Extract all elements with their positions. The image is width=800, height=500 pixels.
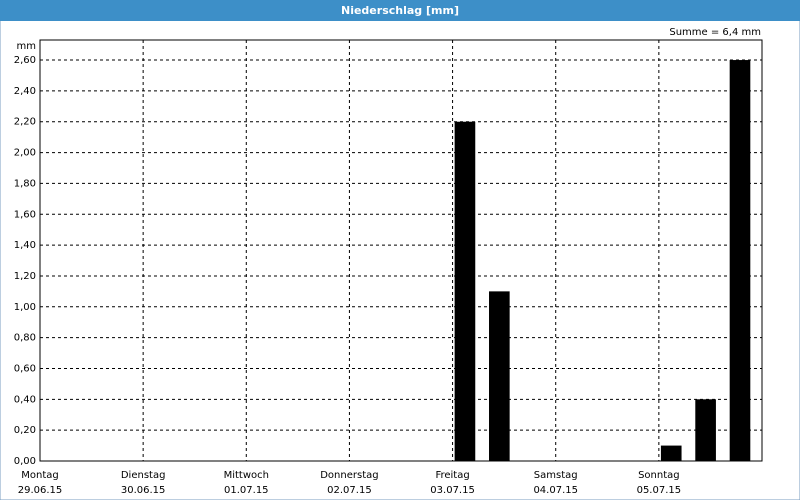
y-tick-label: 0,40 [14,394,36,405]
bar [695,399,716,461]
y-tick-label: 1,80 [14,178,36,189]
x-tick-date: 02.07.15 [327,485,372,496]
y-tick-label: 2,60 [14,55,36,66]
x-tick-label: Sonntag [638,470,680,481]
x-tick-date: 04.07.15 [533,485,578,496]
y-tick-label: 1,00 [14,302,36,313]
x-tick-date: 29.06.15 [18,485,63,496]
bar [454,121,476,461]
y-tick-label: 2,00 [14,148,36,159]
bar [729,60,751,462]
y-tick-label: 1,60 [14,209,36,220]
x-tick-label: Freitag [435,470,469,481]
x-tick-label: Donnerstag [320,470,378,481]
x-tick-label: Dienstag [121,470,166,481]
y-tick-label: 0,00 [14,456,36,467]
plot-border [39,39,763,462]
y-axis-label: mm [17,41,36,52]
x-tick-label: Mittwoch [224,470,269,481]
annotation: Summe = 6,4 mm [669,27,761,38]
y-tick-label: 2,20 [14,117,36,128]
title-bar [0,0,800,21]
x-tick-date: 05.07.15 [637,485,682,496]
y-tick-label: 2,40 [14,86,36,97]
chart-title: Niederschlag [mm] [341,4,459,17]
y-tick-label: 0,60 [14,363,36,374]
x-tick-label: Samstag [534,470,578,481]
bar [660,445,682,461]
y-tick-label: 1,20 [14,271,36,282]
y-tick-label: 1,40 [14,240,36,251]
y-tick-label: 0,80 [14,333,36,344]
x-tick-date: 01.07.15 [224,485,269,496]
bar [489,291,510,461]
x-tick-label: Montag [21,470,58,481]
y-tick-label: 0,20 [14,425,36,436]
x-tick-date: 30.06.15 [121,485,166,496]
x-tick-date: 03.07.15 [430,485,475,496]
